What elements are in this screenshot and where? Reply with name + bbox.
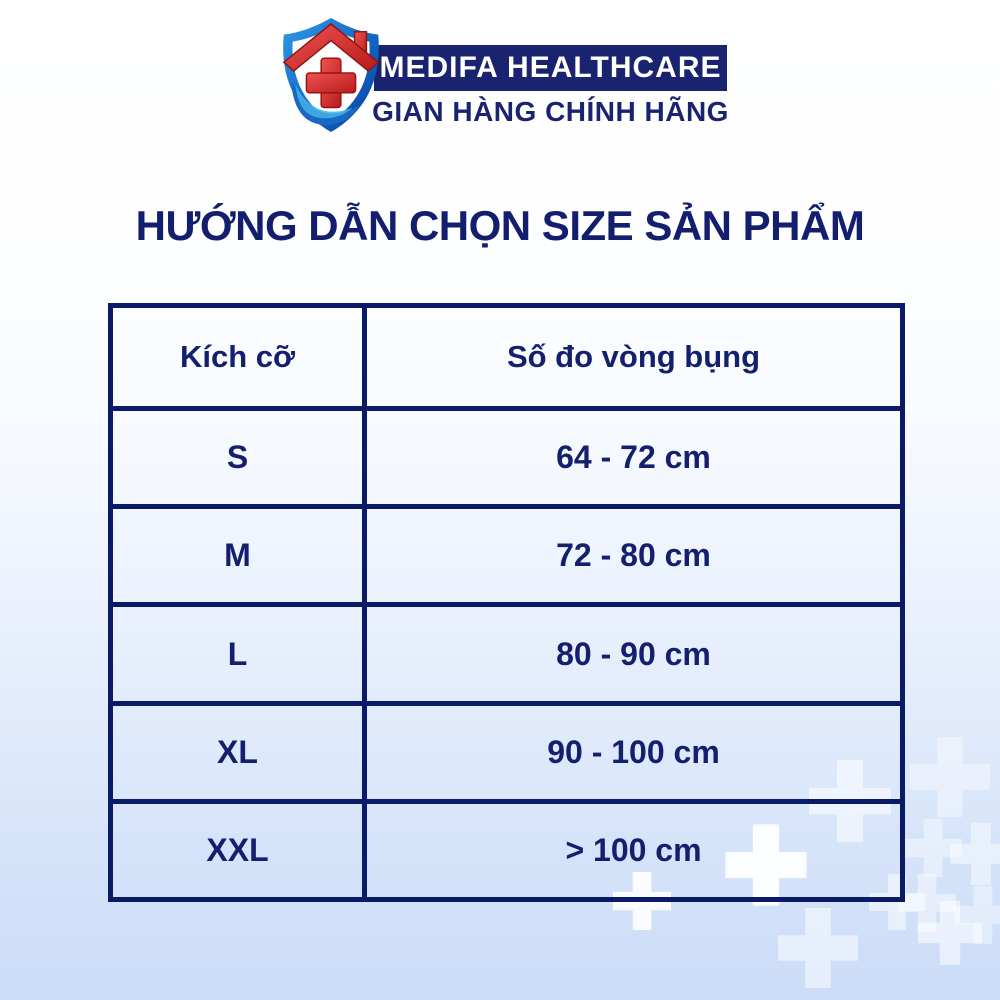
measurement-cell-s: 64 - 72 cm: [362, 406, 900, 505]
measurement-cell-m: 72 - 80 cm: [362, 504, 900, 603]
measurement-cell-xl: 90 - 100 cm: [362, 700, 900, 799]
size-cell-xxl: XXL: [113, 798, 362, 897]
measurement-cell-l: 80 - 90 cm: [362, 602, 900, 701]
size-cell-m: M: [113, 504, 362, 602]
decorative-cross-icon: [950, 823, 1000, 885]
column-header-size: Kích cỡ: [179, 339, 296, 375]
brand-header: MEDIFA HEALTHCARE GIAN HÀNG CHÍNH HÃNG: [0, 0, 1000, 150]
size-cell-l: L: [113, 602, 362, 700]
column-header-measurement: Số đo vòng bụng: [362, 308, 900, 407]
size-cell-xl: XL: [113, 700, 362, 799]
page-title: HƯỚNG DẪN CHỌN SIZE SẢN PHẨM: [135, 202, 865, 249]
size-guide-table: Kích cỡ Số đo vòng bụng S 64 - 72 cm M 7…: [108, 303, 905, 902]
brand-tagline: GIAN HÀNG CHÍNH HÃNG: [372, 96, 729, 127]
shield-house-red-cross-logo-icon: [282, 17, 380, 133]
decorative-cross-icon: [910, 737, 990, 817]
measurement-cell-xxl: > 100 cm: [362, 798, 900, 897]
brand-name: MEDIFA HEALTHCARE: [374, 45, 727, 91]
size-cell-s: S: [113, 406, 362, 504]
decorative-cross-icon: [778, 908, 858, 988]
